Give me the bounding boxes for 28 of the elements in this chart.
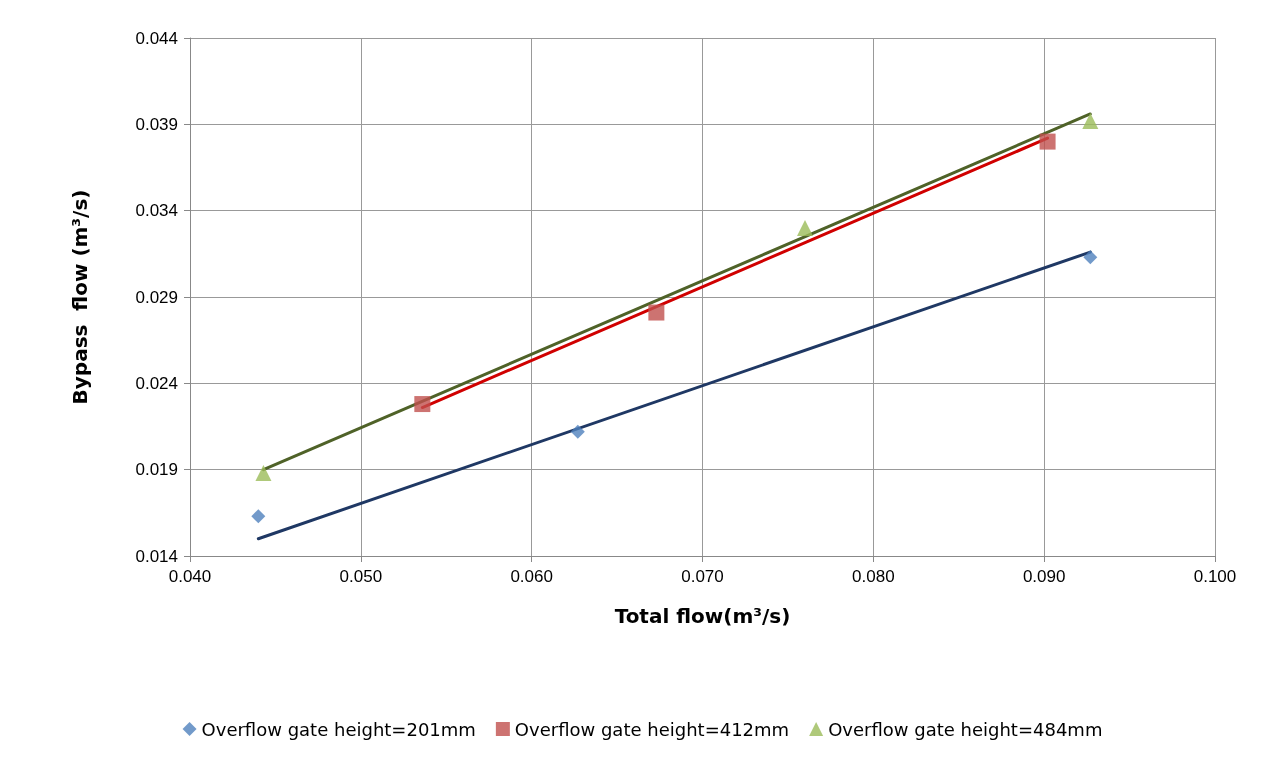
point — [255, 465, 272, 482]
point — [414, 396, 431, 413]
x-axis-title: Total flow(m³/s) — [614, 604, 791, 628]
x-tick-label: 0.040 — [168, 567, 212, 586]
legend-label: Overflow gate height=201mm — [201, 718, 476, 740]
y-tick-label: 0.014 — [135, 546, 178, 566]
y-tick-label: 0.019 — [135, 460, 178, 480]
x-tick-label: 0.090 — [1022, 567, 1066, 586]
y-tick-label: 0.034 — [135, 201, 178, 221]
x-tick-label: 0.080 — [852, 567, 895, 586]
x-tick-label: 0.100 — [1193, 567, 1237, 586]
legend-label: Overflow gate height=412mm — [514, 718, 790, 740]
point — [1039, 133, 1056, 150]
point — [570, 424, 585, 439]
y-tick-label: 0.024 — [135, 373, 178, 393]
y-tick-label: 0.044 — [135, 28, 178, 48]
point — [797, 219, 813, 236]
point — [1082, 112, 1099, 129]
x-tick-label: 0.060 — [510, 567, 553, 586]
x-tick-label: 0.050 — [339, 567, 383, 586]
legend-label: Overflow gate height=484mm — [828, 718, 1103, 740]
x-tick-label: 0.070 — [681, 567, 724, 586]
y-tick-label: 0.029 — [135, 287, 178, 307]
point — [648, 304, 665, 321]
point — [251, 509, 266, 524]
point — [1083, 250, 1098, 265]
y-tick-label: 0.039 — [135, 114, 178, 134]
y-axis-title: Bypass flow (m³/s) — [68, 189, 92, 405]
